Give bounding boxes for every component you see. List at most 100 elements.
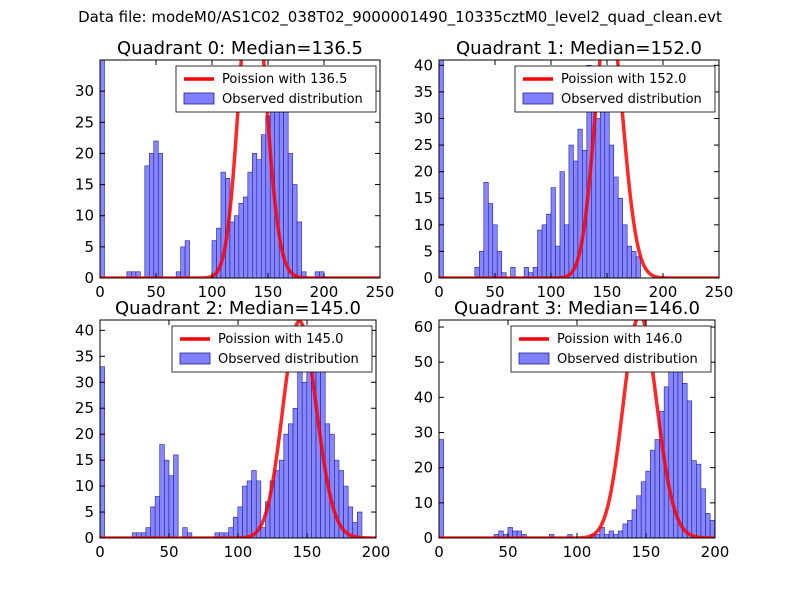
quadrant-2-bar bbox=[292, 407, 298, 538]
quadrant-0-xtick-label: 50 bbox=[146, 283, 165, 301]
quadrant-2-bar bbox=[251, 470, 257, 538]
quadrant-0-bar bbox=[157, 153, 164, 278]
quadrant-2-bar bbox=[173, 454, 179, 538]
quadrant-3-bar bbox=[696, 463, 702, 538]
quadrant-2-ytick-label: 20 bbox=[75, 425, 94, 443]
quadrant-1-bar bbox=[541, 224, 547, 278]
quadrant-3-ytick-label: 50 bbox=[414, 353, 433, 371]
quadrant-2-title: Quadrant 2: Median=145.0 bbox=[115, 298, 361, 319]
quadrant-0-xtick-label: 250 bbox=[366, 283, 395, 301]
quadrant-3-bar bbox=[627, 520, 633, 538]
quadrant-3-bar bbox=[654, 439, 660, 538]
quadrant-3-bar bbox=[645, 470, 651, 538]
figure-suptitle: Data file: modeM0/AS1C02_038T02_90000014… bbox=[78, 8, 722, 26]
quadrant-1-bar bbox=[595, 118, 601, 278]
quadrant-1-bar bbox=[599, 96, 606, 278]
quadrant-0-legend-bar-swatch bbox=[183, 92, 215, 105]
quadrant-3-bar bbox=[608, 530, 614, 538]
quadrant-1-xtick-label: 250 bbox=[705, 283, 734, 301]
quadrant-1-axes-frame bbox=[438, 59, 720, 279]
quadrant-3-bar bbox=[439, 439, 444, 538]
quadrant-1-xtick-label: 50 bbox=[485, 283, 504, 301]
quadrant-3-ytick-label: 0 bbox=[423, 529, 433, 547]
quadrant-2-bar bbox=[154, 496, 161, 538]
quadrant-0-bar bbox=[148, 153, 155, 278]
quadrant-0-ytick-label: 5 bbox=[84, 238, 94, 256]
quadrant-3-xtick-label: 100 bbox=[563, 543, 592, 561]
quadrant-1-legend: Poission with 152.0 Observed distribution bbox=[514, 65, 716, 113]
quadrant-0-bar bbox=[256, 159, 262, 278]
quadrant-0-bar bbox=[229, 221, 235, 278]
quadrant-3-title: Quadrant 3: Median=146.0 bbox=[454, 298, 700, 319]
quadrant-3-plot: 0 50 100 150 200 0 10 20 30 40 50 60 Quadrant 3: Med… bbox=[414, 298, 729, 561]
quadrant-2-xtick-label: 50 bbox=[159, 543, 178, 561]
quadrant-2-ytick-label: 15 bbox=[75, 451, 94, 469]
quadrant-2-bar bbox=[301, 381, 308, 538]
quadrant-0-xtick-label: 200 bbox=[310, 283, 339, 301]
quadrant-2-bar bbox=[315, 366, 321, 538]
quadrant-1-ytick-label: 0 bbox=[423, 269, 433, 287]
quadrant-0-axes-frame bbox=[99, 59, 381, 279]
quadrant-1-bar bbox=[487, 203, 494, 278]
quadrant-3-bar bbox=[691, 460, 697, 538]
quadrant-3-bar bbox=[613, 534, 619, 538]
quadrant-3-ytick-label: 60 bbox=[414, 318, 433, 336]
quadrant-2-bar bbox=[260, 527, 266, 538]
quadrant-2-ytick-label: 35 bbox=[75, 347, 94, 365]
quadrant-0-legend-label-bars: Observed distribution bbox=[222, 92, 363, 107]
quadrant-1-ytick-label: 10 bbox=[414, 216, 433, 234]
quadrant-3-bar bbox=[705, 513, 711, 538]
quadrant-1-bar bbox=[496, 251, 503, 278]
quadrant-1-bar bbox=[479, 251, 485, 278]
quadrant-3-legend: Poission with 146.0 Observed distribution bbox=[510, 325, 712, 373]
quadrant-1-bar bbox=[626, 245, 632, 278]
quadrant-0-ytick-label: 25 bbox=[75, 113, 94, 131]
quadrant-3-ytick-label: 10 bbox=[414, 494, 433, 512]
quadrant-3-bar bbox=[640, 481, 647, 538]
quadrant-3-ytick-label: 30 bbox=[414, 424, 433, 442]
quadrant-2-bar bbox=[329, 433, 335, 538]
quadrant-2-bar bbox=[246, 480, 252, 538]
quadrant-0-ytick-label: 30 bbox=[75, 82, 94, 100]
quadrant-0-legend-label-curve: Poission with 136.5 bbox=[222, 72, 347, 87]
quadrant-3-bar bbox=[599, 527, 605, 538]
quadrant-1-xtick-label: 0 bbox=[434, 283, 444, 301]
quadrant-3-legend-label-bars: Observed distribution bbox=[557, 352, 698, 367]
quadrant-3-bar bbox=[700, 488, 706, 538]
quadrant-2-bar bbox=[232, 516, 239, 538]
quadrant-2-legend-label-bars: Observed distribution bbox=[218, 352, 359, 367]
quadrant-2-bar bbox=[242, 485, 248, 538]
quadrant-0-bar bbox=[247, 171, 253, 278]
quadrant-1-bar bbox=[483, 181, 489, 278]
quadrant-3-xtick-label: 50 bbox=[498, 543, 517, 561]
quadrant-1-bar bbox=[622, 224, 628, 278]
quadrant-3-ytick-label: 20 bbox=[414, 459, 433, 477]
quadrant-3-bar bbox=[604, 534, 610, 538]
quadrant-3-bar bbox=[682, 382, 688, 538]
quadrant-3-xtick-label: 150 bbox=[632, 543, 661, 561]
quadrant-0-bar bbox=[292, 184, 298, 278]
quadrant-3-legend-bar-swatch bbox=[518, 352, 550, 365]
quadrant-2-bar bbox=[283, 433, 289, 538]
quadrant-1-bar bbox=[439, 60, 444, 278]
quadrant-2-bar bbox=[168, 475, 174, 538]
quadrant-2-bar bbox=[297, 371, 303, 538]
quadrant-1-legend-label-bars: Observed distribution bbox=[561, 92, 702, 107]
quadrant-3-bar bbox=[686, 400, 693, 538]
quadrant-0-bar bbox=[184, 240, 190, 278]
quadrant-1-bar bbox=[546, 213, 552, 278]
quadrant-0-plot: 0 50 100 150 200 250 0 5 10 15 20 25 30 Quadrant 0: M… bbox=[75, 38, 395, 301]
quadrant-0-ytick-label: 15 bbox=[75, 176, 94, 194]
quadrant-1-bar bbox=[555, 245, 561, 278]
quadrant-0-bar bbox=[153, 140, 159, 278]
quadrant-2-legend-label-curve: Poission with 145.0 bbox=[218, 332, 343, 347]
quadrant-1-bar bbox=[608, 144, 615, 278]
quadrant-2-bar bbox=[274, 470, 280, 538]
quadrant-3-xtick-label: 0 bbox=[434, 543, 444, 561]
quadrant-0-bar bbox=[296, 221, 302, 278]
quadrant-0-xtick-label: 0 bbox=[95, 283, 105, 301]
quadrant-1-bar bbox=[564, 224, 570, 278]
quadrant-2-bar bbox=[334, 459, 340, 538]
quadrant-2-xtick-label: 150 bbox=[293, 543, 322, 561]
